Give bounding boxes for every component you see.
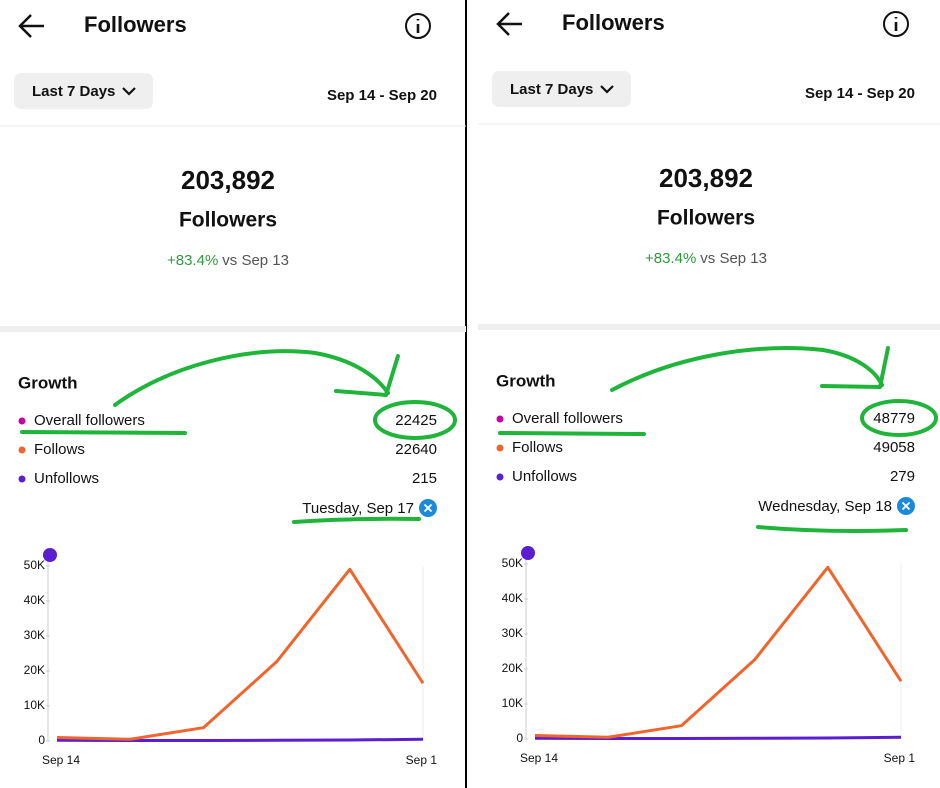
- legend-dot: [18, 417, 26, 425]
- section-gap: [0, 326, 466, 332]
- total-label: Followers: [179, 209, 277, 232]
- annotation-arrow: [610, 346, 884, 392]
- info-icon: [405, 13, 431, 39]
- comparison: vs Sep 13: [222, 252, 289, 269]
- legend-name: Overall followers: [34, 412, 145, 429]
- legend-name: Overall followers: [512, 410, 623, 427]
- annotations-right: [498, 346, 938, 533]
- annotation-arrow: [113, 349, 390, 407]
- panel: Followers Last 7 Days Sep 14 - Sep 20 203,8…: [0, 12, 466, 767]
- y-tick-label: 0: [38, 733, 45, 747]
- annotation-underline: [498, 431, 646, 436]
- date-range: Sep 14 - Sep 20: [805, 85, 915, 102]
- legend-value: 215: [412, 470, 437, 487]
- y-tick-label: 50K: [502, 556, 523, 570]
- clear-x: [423, 503, 433, 513]
- legend-value: 22425: [395, 412, 437, 429]
- legend-dot: [18, 475, 26, 483]
- chevron: [600, 85, 614, 94]
- series-line: [534, 565, 903, 739]
- date-range: Sep 14 - Sep 20: [327, 87, 437, 104]
- clear-x: [901, 501, 911, 511]
- change: +83.4% vs Sep 13: [645, 250, 767, 267]
- change-value: +83.4%: [167, 252, 218, 269]
- y-tick-label: 30K: [502, 626, 523, 640]
- info-icon: [883, 11, 909, 37]
- clear-date[interactable]: [419, 499, 437, 517]
- change-value: +83.4%: [645, 250, 696, 267]
- y-tick-label: 50K: [24, 558, 45, 572]
- x-tick-label: Sep 14: [520, 751, 558, 765]
- section-gap: [478, 324, 940, 330]
- back-button[interactable]: [496, 12, 522, 36]
- selected-date: Wednesday, Sep 18: [758, 498, 892, 515]
- filter-bg: [492, 71, 631, 107]
- panel: Followers Last 7 Days Sep 14 - Sep 20 203,8…: [478, 10, 940, 765]
- annotation-underline: [756, 525, 908, 533]
- legend-name: Follows: [512, 439, 563, 456]
- legend-value: 49058: [873, 439, 915, 456]
- y-tick-label: 20K: [502, 661, 523, 675]
- legend-name: Unfollows: [512, 468, 577, 485]
- total-followers: 203,892: [181, 165, 275, 195]
- legend-dot: [496, 415, 504, 423]
- y-tick-label: 10K: [502, 696, 523, 710]
- info-button[interactable]: [405, 13, 431, 39]
- x-tick-label: Sep 1: [884, 751, 916, 765]
- y-tick-label: 40K: [24, 593, 45, 607]
- annotation-arrowhead: [820, 346, 890, 389]
- growth-title: Growth: [496, 371, 556, 390]
- x-tick-label: Sep 14: [42, 753, 80, 767]
- scrubber: [43, 548, 57, 562]
- legend-dot: [496, 444, 504, 452]
- growth-title: Growth: [18, 373, 78, 392]
- filter-button[interactable]: Last 7 Days: [492, 71, 631, 107]
- filter-bg: [14, 73, 153, 109]
- x-tick-label: Sep 1: [406, 753, 438, 767]
- annotations-left: [20, 349, 457, 524]
- filter-label: Last 7 Days: [510, 81, 593, 98]
- header-title: Followers: [84, 12, 187, 37]
- comparison: vs Sep 13: [700, 250, 767, 267]
- total-followers: 203,892: [659, 163, 753, 193]
- y-tick-label: 0: [516, 731, 523, 745]
- y-tick-label: 20K: [24, 663, 45, 677]
- scrubber: [521, 546, 535, 560]
- annotation-underline: [20, 430, 187, 435]
- y-tick-label: 30K: [24, 628, 45, 642]
- legend-name: Follows: [34, 441, 85, 458]
- legend-value: 48779: [873, 410, 915, 427]
- change: +83.4% vs Sep 13: [167, 252, 289, 269]
- y-tick-label: 40K: [502, 591, 523, 605]
- filter-label: Last 7 Days: [32, 83, 115, 100]
- annotation-underline: [292, 516, 421, 524]
- legend-name: Unfollows: [34, 470, 99, 487]
- clear-date[interactable]: [897, 497, 915, 515]
- total-label: Followers: [657, 207, 755, 230]
- annotation-circle: [373, 400, 457, 440]
- back-button[interactable]: [18, 14, 44, 38]
- annotation-circle: [860, 399, 938, 437]
- legend-dot: [18, 446, 26, 454]
- legend-dot: [496, 473, 504, 481]
- annotation-arrowhead: [334, 354, 400, 397]
- info-button[interactable]: [883, 11, 909, 37]
- header-title: Followers: [562, 10, 665, 35]
- selected-date: Tuesday, Sep 17: [302, 500, 414, 517]
- y-tick-label: 10K: [24, 698, 45, 712]
- chevron: [122, 87, 136, 96]
- series-line: [56, 567, 425, 741]
- filter-button[interactable]: Last 7 Days: [14, 73, 153, 109]
- legend-value: 279: [890, 468, 915, 485]
- legend-value: 22640: [395, 441, 437, 458]
